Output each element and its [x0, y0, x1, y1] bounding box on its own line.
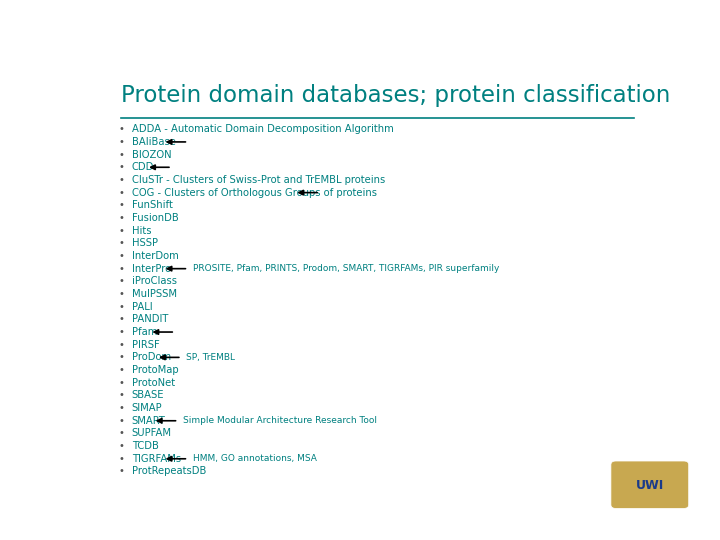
Text: •: •: [119, 403, 125, 413]
Text: •: •: [119, 124, 125, 134]
Text: •: •: [119, 353, 125, 362]
Text: InterPro: InterPro: [132, 264, 171, 274]
Text: •: •: [119, 163, 125, 172]
Text: MulPSSM: MulPSSM: [132, 289, 177, 299]
Text: CluSTr - Clusters of Swiss-Prot and TrEMBL proteins: CluSTr - Clusters of Swiss-Prot and TrEM…: [132, 175, 385, 185]
Text: SUPFAM: SUPFAM: [132, 428, 172, 438]
Text: BAliBase: BAliBase: [132, 137, 176, 147]
Text: SIMAP: SIMAP: [132, 403, 163, 413]
Text: •: •: [119, 428, 125, 438]
Text: •: •: [119, 378, 125, 388]
Text: PALI: PALI: [132, 302, 153, 312]
Text: •: •: [119, 454, 125, 464]
Text: SBASE: SBASE: [132, 390, 164, 400]
Text: •: •: [119, 276, 125, 286]
Text: •: •: [119, 175, 125, 185]
Text: BIOZON: BIOZON: [132, 150, 171, 160]
Text: HSSP: HSSP: [132, 238, 158, 248]
Text: •: •: [119, 390, 125, 400]
Text: iProClass: iProClass: [132, 276, 177, 286]
Text: ProtoMap: ProtoMap: [132, 365, 179, 375]
Text: TIGRFAMs: TIGRFAMs: [132, 454, 181, 464]
Text: Simple Modular Architecture Research Tool: Simple Modular Architecture Research Too…: [183, 416, 377, 426]
Text: •: •: [119, 467, 125, 476]
Text: FunShift: FunShift: [132, 200, 173, 210]
Text: TCDB: TCDB: [132, 441, 158, 451]
Text: •: •: [119, 150, 125, 160]
Text: •: •: [119, 314, 125, 325]
Text: UWI: UWI: [636, 478, 664, 491]
Text: Pfam: Pfam: [132, 327, 157, 337]
Text: •: •: [119, 327, 125, 337]
Text: •: •: [119, 416, 125, 426]
Text: PROSITE, Pfam, PRINTS, Prodom, SMART, TIGRFAMs, PIR superfamily: PROSITE, Pfam, PRINTS, Prodom, SMART, TI…: [193, 264, 499, 273]
Text: •: •: [119, 365, 125, 375]
Text: •: •: [119, 137, 125, 147]
Text: •: •: [119, 441, 125, 451]
Text: •: •: [119, 187, 125, 198]
Text: ADDA - Automatic Domain Decomposition Algorithm: ADDA - Automatic Domain Decomposition Al…: [132, 124, 394, 134]
Text: COG - Clusters of Orthologous Groups of proteins: COG - Clusters of Orthologous Groups of …: [132, 187, 377, 198]
Text: PANDIT: PANDIT: [132, 314, 168, 325]
Text: ProDom: ProDom: [132, 353, 171, 362]
Text: •: •: [119, 251, 125, 261]
Text: FusionDB: FusionDB: [132, 213, 179, 223]
Text: SMART: SMART: [132, 416, 166, 426]
Text: •: •: [119, 340, 125, 350]
Text: •: •: [119, 213, 125, 223]
Text: •: •: [119, 200, 125, 210]
Text: •: •: [119, 226, 125, 235]
Text: HMM, GO annotations, MSA: HMM, GO annotations, MSA: [193, 454, 317, 463]
Text: ProtRepeatsDB: ProtRepeatsDB: [132, 467, 206, 476]
Text: Hits: Hits: [132, 226, 151, 235]
Text: •: •: [119, 264, 125, 274]
Text: ST. AUGUSTINE
CAMPUS: ST. AUGUSTINE CAMPUS: [631, 514, 668, 525]
Text: ProtoNet: ProtoNet: [132, 378, 175, 388]
Text: •: •: [119, 302, 125, 312]
Text: Protein domain databases; protein classification: Protein domain databases; protein classi…: [121, 84, 670, 106]
Text: •: •: [119, 238, 125, 248]
Text: •: •: [119, 289, 125, 299]
FancyBboxPatch shape: [611, 461, 688, 509]
Text: CDD: CDD: [132, 163, 154, 172]
Text: SP, TrEMBL: SP, TrEMBL: [186, 353, 235, 362]
Text: PIRSF: PIRSF: [132, 340, 160, 350]
Text: InterDom: InterDom: [132, 251, 179, 261]
